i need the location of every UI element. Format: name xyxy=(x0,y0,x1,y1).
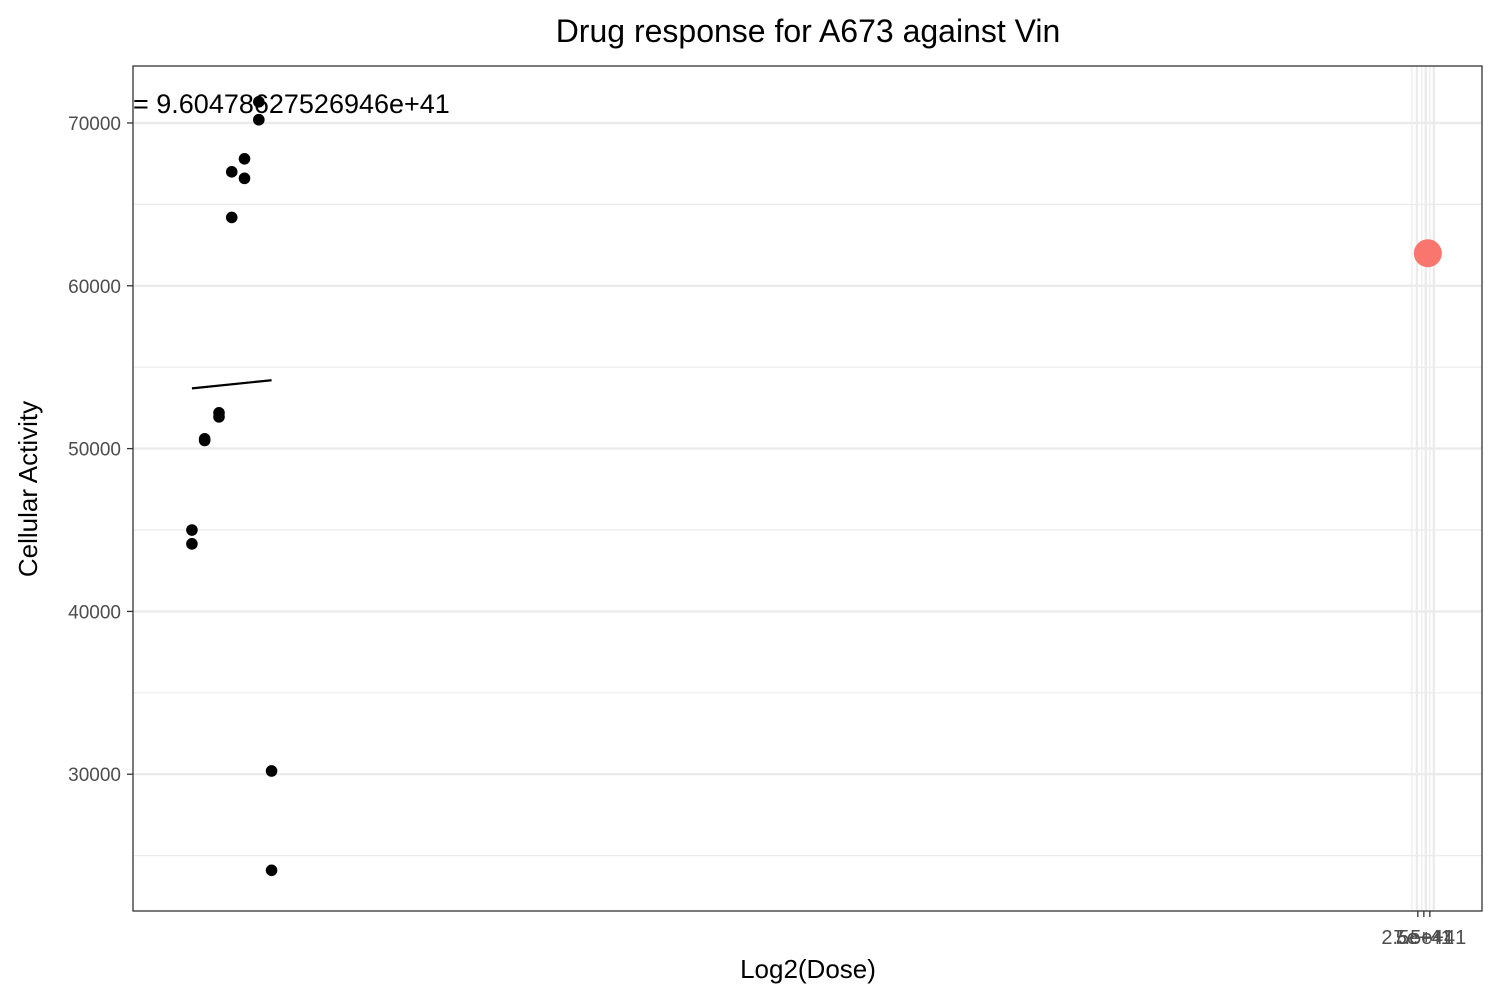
grid-lines xyxy=(133,66,1482,911)
data-point xyxy=(186,524,198,536)
data-point xyxy=(238,153,251,165)
y-tick-label: 70000 xyxy=(68,114,121,135)
data-point xyxy=(253,113,265,126)
data-point xyxy=(225,166,238,178)
data-point xyxy=(265,864,278,877)
chart-title: Drug response for A673 against Vin xyxy=(556,13,1061,49)
data-point xyxy=(225,211,238,224)
left-margin-mask xyxy=(0,60,132,130)
data-point xyxy=(253,96,265,108)
y-axis: 30000 40000 50000 60000 70000 xyxy=(68,114,133,786)
highlight-point xyxy=(1413,239,1442,268)
y-tick-label: 50000 xyxy=(68,440,121,461)
annotation-layer: = 9.60478627526946e+41 xyxy=(133,89,450,119)
x-tick-label: 7.5e+41 xyxy=(1393,927,1466,949)
data-point xyxy=(198,434,211,447)
fit-line xyxy=(191,379,272,390)
data-marks xyxy=(186,96,1442,877)
data-point xyxy=(238,172,251,185)
annotation-label: = 9.60478627526946e+41 xyxy=(133,89,450,119)
data-point xyxy=(213,411,225,423)
y-tick-label: 30000 xyxy=(68,765,121,786)
x-axis-title: Log2(Dose) xyxy=(740,954,876,984)
x-tick-label: 5e+41 xyxy=(1396,927,1452,949)
data-point xyxy=(186,538,198,550)
y-tick-label: 60000 xyxy=(68,277,121,298)
y-axis-title: Cellular Activity xyxy=(13,401,43,577)
x-tick-label: 2.5e+41 xyxy=(1381,927,1454,949)
data-point xyxy=(265,765,278,777)
plot-frame xyxy=(132,65,1483,912)
y-tick-label: 40000 xyxy=(68,602,121,623)
